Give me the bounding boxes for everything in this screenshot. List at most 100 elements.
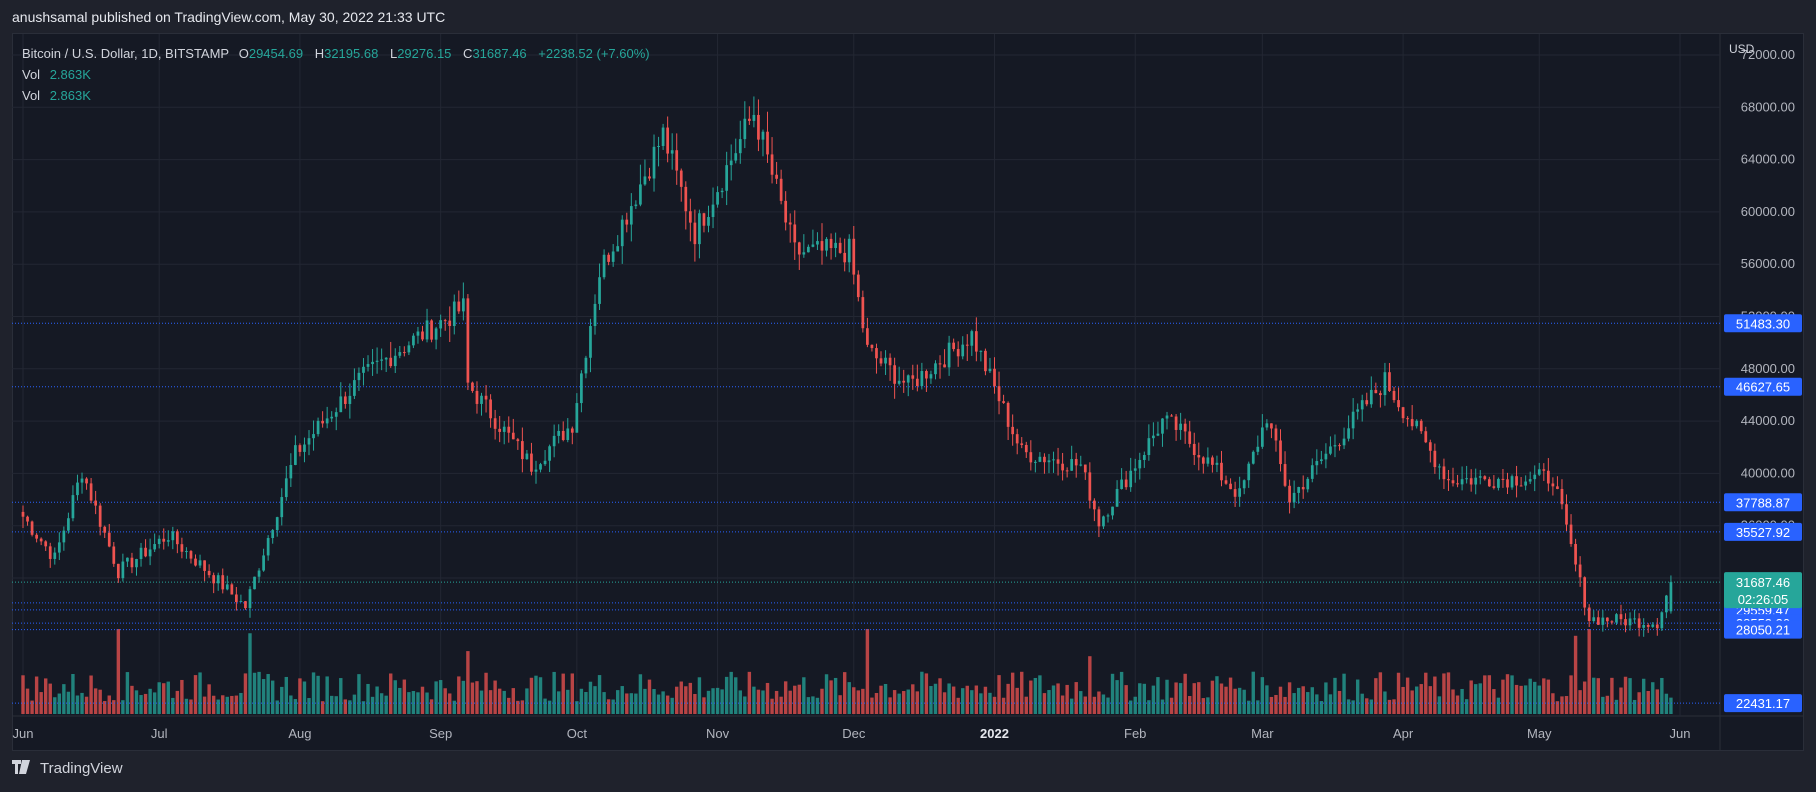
candle-body (1383, 372, 1387, 396)
candle-body (1619, 614, 1623, 620)
candle-body (607, 254, 610, 262)
volume-bar (892, 690, 897, 714)
candle-body (148, 549, 152, 557)
candle-body (85, 478, 88, 484)
currency-label[interactable]: USD (1729, 42, 1755, 56)
candle-body (1310, 465, 1314, 479)
volume-bar (53, 697, 57, 714)
candle-body (1406, 418, 1409, 420)
volume-bar (806, 697, 811, 714)
candle-body (1624, 619, 1627, 626)
volume-bar (1274, 694, 1278, 714)
volume-row[interactable]: Vol 2.863K (22, 85, 658, 106)
volume-bar (1188, 696, 1192, 714)
volume-bar (21, 675, 25, 714)
candle-body (1015, 434, 1019, 444)
volume-bar (1324, 682, 1328, 714)
candle-body (1565, 504, 1568, 525)
volume-bar (765, 682, 770, 714)
volume-bar (157, 682, 161, 714)
volume-bar (298, 678, 302, 714)
volume-bar (1260, 677, 1265, 714)
candle-body (557, 430, 561, 436)
volume-bar (502, 690, 506, 714)
symbol-title[interactable]: Bitcoin / U.S. Dollar, 1D, BITSTAMP (22, 46, 230, 61)
volume-bar (1451, 689, 1455, 714)
volume-bar (538, 677, 543, 714)
volume-bar (743, 696, 747, 714)
candle-body (157, 538, 161, 545)
candle-body (207, 570, 211, 576)
volume-bar (411, 691, 416, 714)
volume-bar (852, 687, 856, 714)
candle-body (135, 559, 138, 568)
volume-bar (488, 690, 493, 714)
volume-bar (756, 689, 761, 714)
volume-bar (1033, 677, 1038, 714)
volume-row[interactable]: Vol 2.863K (22, 64, 658, 85)
volume-bar (443, 688, 447, 714)
candle-body (1438, 466, 1441, 468)
high-value: 32195.68 (324, 46, 379, 61)
candle-body (521, 441, 524, 460)
volume-bar (352, 694, 357, 714)
volume-value: 2.863K (49, 88, 91, 103)
volume-bar (802, 677, 806, 714)
volume-bar (1142, 683, 1147, 714)
tradingview-brand[interactable]: TradingView (12, 760, 123, 777)
volume-bar (1637, 692, 1641, 714)
candle-body (1506, 479, 1509, 488)
volume-bar (1083, 696, 1087, 714)
volume-bar (1215, 676, 1219, 714)
volume-bar (230, 695, 234, 714)
volume-bar (166, 681, 170, 714)
volume-bar (1210, 680, 1215, 714)
candle-body (316, 420, 320, 435)
volume-bar (375, 686, 379, 714)
volume-bar (334, 696, 338, 714)
candle-body (498, 428, 502, 432)
candle-body (688, 211, 692, 223)
volume-bar (470, 682, 475, 714)
volume-bar (1537, 685, 1541, 714)
volume-bar (1587, 629, 1591, 714)
candle-body (570, 428, 574, 433)
volume-bar (1592, 677, 1596, 714)
candle-body (1197, 455, 1201, 458)
candle-body (670, 150, 674, 154)
volume-bar (234, 695, 239, 714)
volume-bar (1128, 700, 1133, 714)
volume-bar (511, 688, 515, 714)
candle-body (584, 357, 588, 374)
candle-body (530, 453, 533, 472)
candle-body (89, 483, 93, 501)
volume-bar (988, 692, 992, 714)
close-value: 31687.46 (472, 46, 527, 61)
candle-body (866, 328, 869, 345)
candle-body (829, 238, 833, 249)
candle-body (1142, 454, 1146, 460)
volume-bar (897, 693, 901, 714)
volume-bar (1392, 699, 1396, 714)
candle-body (702, 213, 706, 226)
candle-body (48, 546, 52, 559)
candle-body (625, 219, 629, 225)
candle-body (1510, 476, 1514, 488)
volume-bar (343, 699, 348, 714)
candle-body (1256, 446, 1260, 452)
candle-body (1669, 582, 1673, 612)
candle-body (552, 435, 556, 447)
volume-bar (1029, 680, 1033, 714)
volume-bar (171, 697, 175, 714)
level-price-tag (1724, 522, 1802, 541)
candle-body (1052, 459, 1055, 461)
volume-bar (243, 673, 248, 714)
volume-bar (924, 673, 929, 714)
candle-body (216, 575, 220, 584)
candle-body (1215, 462, 1219, 465)
level-price-tag (1724, 493, 1802, 512)
price-chart[interactable]: 72000.00 68000.00 64000.00 60000.00 56000.00… (0, 0, 1816, 760)
candle-body (1002, 401, 1005, 403)
candle-body (1537, 469, 1541, 475)
volume-bar (1401, 686, 1405, 714)
